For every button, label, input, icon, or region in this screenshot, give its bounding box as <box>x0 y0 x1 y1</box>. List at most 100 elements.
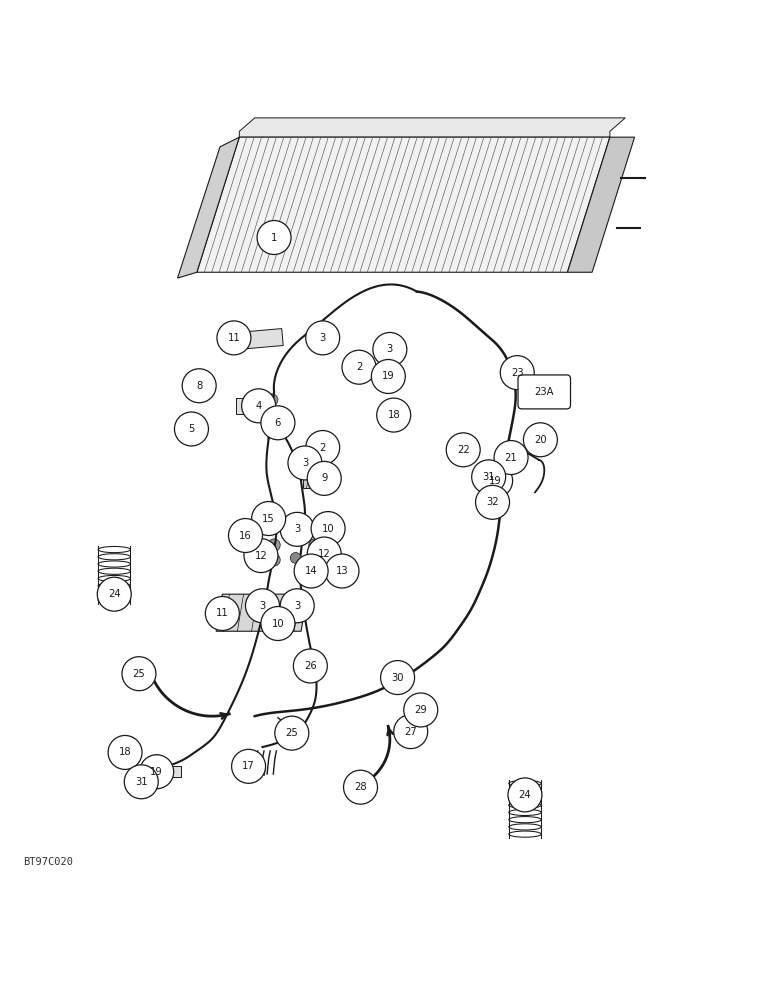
Circle shape <box>381 378 396 393</box>
Circle shape <box>149 773 164 789</box>
Circle shape <box>394 715 428 749</box>
Circle shape <box>292 600 303 611</box>
Circle shape <box>317 563 328 573</box>
Text: 1: 1 <box>271 233 277 243</box>
Polygon shape <box>197 137 610 272</box>
Circle shape <box>373 332 407 366</box>
Circle shape <box>275 716 309 750</box>
Polygon shape <box>258 517 275 529</box>
Circle shape <box>268 554 280 566</box>
Polygon shape <box>216 606 229 623</box>
Circle shape <box>266 409 278 421</box>
Polygon shape <box>245 329 283 349</box>
Text: 19: 19 <box>382 371 394 381</box>
Text: 14: 14 <box>305 566 317 576</box>
Text: 22: 22 <box>457 445 469 455</box>
Circle shape <box>97 577 131 611</box>
Circle shape <box>523 423 557 457</box>
Circle shape <box>241 522 253 534</box>
Circle shape <box>377 398 411 432</box>
Circle shape <box>381 661 415 695</box>
Polygon shape <box>236 398 266 414</box>
Text: 31: 31 <box>135 777 147 787</box>
Circle shape <box>446 433 480 467</box>
Circle shape <box>482 471 495 483</box>
Text: 8: 8 <box>196 381 202 391</box>
Circle shape <box>280 589 314 623</box>
Text: 17: 17 <box>242 761 255 771</box>
Polygon shape <box>317 440 329 457</box>
Polygon shape <box>385 665 402 687</box>
Circle shape <box>489 468 502 480</box>
Circle shape <box>381 359 396 375</box>
Circle shape <box>174 412 208 446</box>
Circle shape <box>307 537 341 571</box>
Circle shape <box>280 512 314 546</box>
Circle shape <box>479 464 513 498</box>
Circle shape <box>543 437 554 448</box>
Text: 3: 3 <box>294 601 300 611</box>
Polygon shape <box>411 700 423 714</box>
Circle shape <box>245 589 279 623</box>
Text: 23: 23 <box>511 368 523 378</box>
Text: 25: 25 <box>286 728 298 738</box>
Circle shape <box>244 539 278 573</box>
Circle shape <box>486 496 499 508</box>
Circle shape <box>288 446 322 480</box>
Polygon shape <box>527 384 554 403</box>
Circle shape <box>257 221 291 255</box>
Polygon shape <box>533 430 548 451</box>
Circle shape <box>122 749 130 757</box>
Circle shape <box>257 600 268 611</box>
Text: 11: 11 <box>228 333 240 343</box>
Polygon shape <box>355 360 367 377</box>
Circle shape <box>229 519 262 552</box>
Text: 2: 2 <box>356 362 362 372</box>
Circle shape <box>292 524 303 535</box>
Circle shape <box>384 345 395 356</box>
Circle shape <box>272 418 284 431</box>
Circle shape <box>508 778 542 812</box>
Circle shape <box>182 369 216 403</box>
Text: 24: 24 <box>108 589 120 599</box>
Circle shape <box>108 735 142 769</box>
Text: 16: 16 <box>239 531 252 541</box>
Text: 20: 20 <box>534 435 547 445</box>
Circle shape <box>217 321 251 355</box>
Text: 3: 3 <box>259 601 266 611</box>
Text: 26: 26 <box>304 661 317 671</box>
Text: BT97C020: BT97C020 <box>23 857 73 867</box>
Text: 29: 29 <box>415 705 427 715</box>
Circle shape <box>309 539 321 551</box>
Circle shape <box>241 537 253 549</box>
Circle shape <box>327 566 337 576</box>
Circle shape <box>290 552 301 563</box>
Text: 28: 28 <box>354 782 367 792</box>
Text: 18: 18 <box>388 410 400 420</box>
Text: 31: 31 <box>482 472 495 482</box>
Text: 25: 25 <box>133 669 145 679</box>
Circle shape <box>268 539 280 551</box>
Text: 19: 19 <box>489 476 502 486</box>
Text: 12: 12 <box>255 551 267 561</box>
Text: 19: 19 <box>151 767 163 777</box>
Polygon shape <box>167 766 181 777</box>
Circle shape <box>205 596 239 630</box>
Circle shape <box>293 649 327 683</box>
Polygon shape <box>323 522 336 540</box>
Circle shape <box>242 389 276 423</box>
Circle shape <box>503 442 516 456</box>
Circle shape <box>306 321 340 355</box>
Text: 15: 15 <box>262 514 275 524</box>
Circle shape <box>317 332 327 343</box>
FancyBboxPatch shape <box>303 471 334 488</box>
Circle shape <box>302 658 317 674</box>
Circle shape <box>512 456 523 467</box>
Circle shape <box>311 512 345 546</box>
Circle shape <box>309 554 321 566</box>
Text: 9: 9 <box>321 473 327 483</box>
Circle shape <box>232 749 266 783</box>
Text: 18: 18 <box>119 747 131 757</box>
Circle shape <box>149 755 164 770</box>
Circle shape <box>404 693 438 727</box>
